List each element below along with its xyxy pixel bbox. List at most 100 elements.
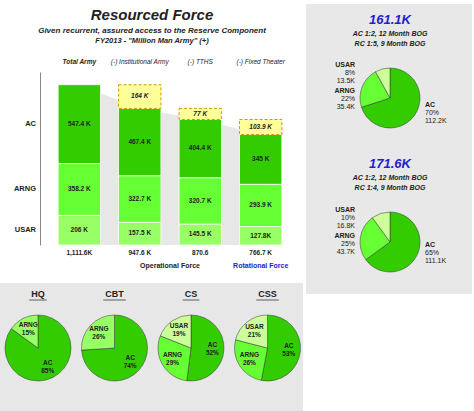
pie-subtitle: RC 1:4, 9 Month BOG (355, 184, 426, 192)
pie-slice (376, 68, 390, 98)
bottom-pie: HQAC85%ARNG15% (5, 289, 71, 381)
bar (119, 222, 161, 245)
pie-slice (81, 315, 114, 350)
pie: USAR8%13.5KARNG22%35.4KAC70%112.2K (334, 61, 447, 128)
slice-label: 52% (206, 349, 219, 356)
removed-box (179, 108, 221, 119)
plot-area (58, 85, 282, 245)
slice-label: 10% (341, 214, 355, 221)
pie-slice (160, 315, 191, 348)
slice-label: USAR (335, 206, 355, 213)
chart-container: Resourced Force Given recurrent, assured … (0, 0, 474, 411)
data-label: 127.8K (250, 232, 271, 239)
slice-label: ARNG (240, 351, 259, 358)
total-label: 1,111.6K (66, 249, 92, 257)
data-label: 206 K (71, 226, 89, 233)
data-label: 345 K (252, 155, 270, 162)
removed-label: 77 K (193, 110, 208, 117)
data-label: 467.4 K (128, 138, 151, 145)
panel-background (306, 4, 472, 294)
pie-slice (236, 315, 268, 348)
bar (119, 108, 161, 175)
bar (58, 164, 100, 216)
bar (179, 224, 221, 245)
removed-label: 164 K (131, 92, 150, 99)
bar (179, 119, 221, 177)
slice-label: 111.1K (425, 257, 446, 264)
pie: AC74% ARNG26% (81, 315, 147, 381)
bar (240, 184, 282, 226)
category-label: Total Army (63, 58, 97, 66)
slice-label: AC (43, 359, 53, 366)
slice-label: 8% (345, 69, 355, 76)
chart-subtitle: FY2013 - "Million Man Army" (+) (95, 36, 209, 45)
data-label: 404.4 K (189, 144, 212, 151)
slice-label: 29% (166, 359, 179, 366)
pie-title: 171.6K (369, 156, 413, 171)
title-underline (103, 300, 126, 301)
pie-slice (11, 315, 38, 348)
pie-subtitle: AC 1:2, 12 Month BOG (352, 30, 428, 38)
pie-title: CS (185, 289, 198, 299)
pie-slice (372, 212, 390, 242)
y-axis (40, 73, 41, 246)
slice-label: 53% (282, 350, 295, 357)
series-label: USAR (15, 225, 37, 234)
title-underline (183, 300, 200, 301)
data-label: 322.7 K (128, 195, 151, 202)
pie-title: HQ (31, 289, 45, 299)
bottom-pie: CSSAC53%ARNG26%USAR21% (235, 289, 301, 381)
slice-label: 19% (172, 330, 185, 337)
slice-label: 65% (425, 249, 439, 256)
pie-title: 161.1K (369, 12, 413, 27)
slice-label: AC (425, 101, 435, 108)
title-underline (256, 300, 279, 301)
title-underline (29, 300, 47, 301)
slice-label: AC (125, 354, 135, 361)
pie-title: CBT (105, 289, 124, 299)
bar (240, 134, 282, 184)
totals-area (79, 85, 260, 245)
slice-label: 21% (248, 331, 261, 338)
data-label: 320.7 K (189, 197, 212, 204)
slice-label: 26% (243, 359, 256, 366)
slice-label: 26% (92, 333, 105, 340)
slice-label: 15% (22, 329, 35, 336)
bar (58, 215, 100, 245)
slice-label: 112.2K (425, 117, 447, 124)
pie-slice (82, 315, 148, 381)
panel-pie: 161.1KAC 1:2, 12 Month BOGRC 1:5, 9 Mont… (334, 12, 447, 128)
category-label: (-) Fixed Theater (236, 58, 285, 66)
pie-subtitle: AC 1:2, 12 Month BOG (352, 174, 428, 182)
slice-label: USAR (170, 322, 189, 329)
slice-label: ARNG (163, 351, 182, 358)
slice-label: ARNG (89, 325, 108, 332)
labels: 206 K 157.5 K 145.5 K 127.8K 358.2 K 322.7 K 3… (14, 58, 289, 270)
y-axis-line (40, 73, 41, 246)
removed-box (240, 119, 282, 134)
bar-chart: Resourced Force Given recurrent, assured … (14, 6, 289, 270)
chart-title: Resourced Force (91, 6, 214, 23)
annotation: Operational Force (140, 262, 200, 270)
data-label: 145.5 K (189, 230, 212, 237)
data-label: 358.2 K (68, 185, 91, 192)
series-label: AC (25, 119, 36, 128)
annotation: Rotational Force (233, 262, 288, 269)
slice-label: ARNG (334, 87, 355, 94)
series-label: ARNG (14, 184, 36, 193)
slice-label: AC (425, 241, 435, 248)
slice-label: 74% (124, 362, 137, 369)
pie: AC52%ARNG29%USAR19% (158, 315, 224, 381)
slice-label: 35.4K (337, 103, 356, 110)
removed-box (119, 85, 161, 109)
bottom-pie: CSAC52%ARNG29%USAR19% (158, 289, 224, 381)
data-label: 157.5 K (128, 229, 151, 236)
pie-title: CSS (258, 289, 277, 299)
slice-label: 16.8K (337, 222, 356, 229)
slice-label: 43.7K (337, 248, 356, 255)
bottom-strip-background (0, 283, 303, 411)
chart-subtitle: Given recurrent, assured access to the R… (38, 26, 266, 35)
pie-slice (187, 315, 224, 381)
slice-label: 70% (425, 109, 439, 116)
slice-label: ARNG (334, 232, 355, 239)
